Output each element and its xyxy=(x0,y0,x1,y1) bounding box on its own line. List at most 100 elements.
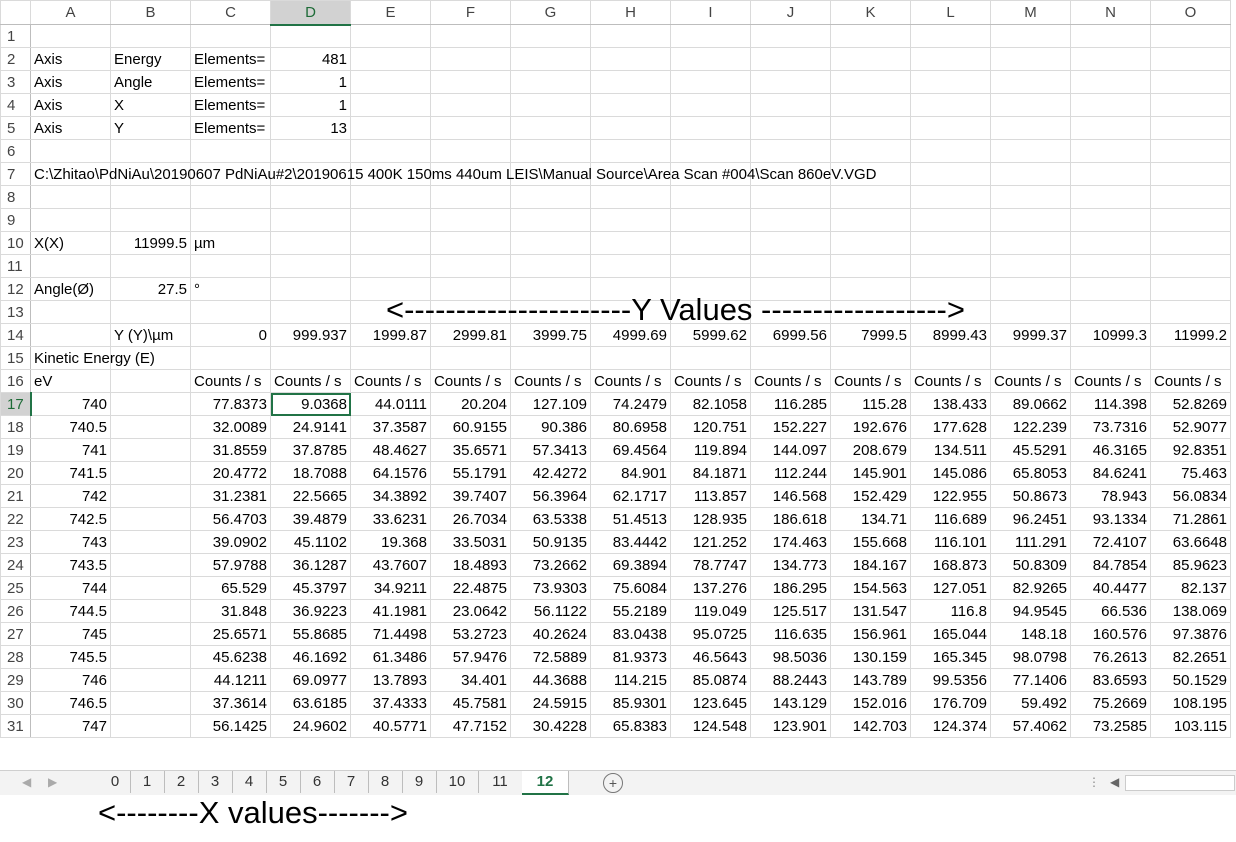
cell[interactable]: Axis xyxy=(30,70,111,94)
cell[interactable]: 83.6593 xyxy=(1070,668,1151,692)
cell[interactable] xyxy=(510,162,591,186)
cell[interactable]: 10999.3 xyxy=(1070,323,1151,347)
cell[interactable]: 3999.75 xyxy=(510,323,591,347)
cell[interactable]: 65.8383 xyxy=(590,714,671,738)
cell[interactable] xyxy=(1150,208,1231,232)
cell[interactable]: Counts / s xyxy=(910,369,991,393)
cell[interactable] xyxy=(990,254,1071,278)
cell[interactable]: 72.5889 xyxy=(510,645,591,669)
sheet-tab[interactable]: 5 xyxy=(266,771,301,793)
cell[interactable] xyxy=(750,231,831,255)
cell[interactable]: 743 xyxy=(30,530,111,554)
cell[interactable]: 73.9303 xyxy=(510,576,591,600)
cell[interactable]: 56.0834 xyxy=(1150,484,1231,508)
cell[interactable]: 741 xyxy=(30,438,111,462)
cell[interactable]: 83.4442 xyxy=(590,530,671,554)
cell[interactable]: 72.4107 xyxy=(1070,530,1151,554)
cell[interactable] xyxy=(1070,185,1151,209)
cell[interactable] xyxy=(270,346,351,370)
cell[interactable]: 37.3587 xyxy=(350,415,431,439)
cell[interactable]: 160.576 xyxy=(1070,622,1151,646)
cell[interactable]: 45.5291 xyxy=(990,438,1071,462)
cell[interactable]: Counts / s xyxy=(1150,369,1231,393)
sheet-tab[interactable]: 2 xyxy=(164,771,199,793)
cell[interactable] xyxy=(910,231,991,255)
cell[interactable] xyxy=(430,208,511,232)
cell[interactable]: 96.2451 xyxy=(990,507,1071,531)
cell[interactable]: 88.2443 xyxy=(750,668,831,692)
column-header[interactable]: G xyxy=(510,0,591,25)
sheet-tab[interactable]: 6 xyxy=(300,771,335,793)
cell[interactable] xyxy=(990,346,1071,370)
cell[interactable]: 184.167 xyxy=(830,553,911,577)
cell[interactable] xyxy=(910,254,991,278)
row-header[interactable]: 17 xyxy=(0,392,32,416)
cell[interactable]: 208.679 xyxy=(830,438,911,462)
column-header[interactable]: D xyxy=(270,0,351,26)
cell[interactable] xyxy=(1070,254,1151,278)
cell[interactable]: 98.0798 xyxy=(990,645,1071,669)
cell[interactable] xyxy=(350,346,431,370)
cell[interactable] xyxy=(590,277,671,301)
cell[interactable] xyxy=(190,254,271,278)
column-header[interactable]: L xyxy=(910,0,991,25)
cell[interactable]: 45.3797 xyxy=(270,576,351,600)
cell[interactable]: 116.8 xyxy=(910,599,991,623)
cell[interactable] xyxy=(590,139,671,163)
cell[interactable] xyxy=(670,116,751,140)
row-header[interactable]: 27 xyxy=(0,622,31,646)
cell[interactable]: 1 xyxy=(270,93,351,117)
cell[interactable] xyxy=(990,93,1071,117)
cell[interactable] xyxy=(990,231,1071,255)
cell[interactable] xyxy=(830,24,911,48)
cell[interactable] xyxy=(990,185,1071,209)
cell[interactable] xyxy=(750,93,831,117)
cell[interactable] xyxy=(110,714,191,738)
column-header[interactable]: J xyxy=(750,0,831,25)
cell[interactable] xyxy=(990,24,1071,48)
cell[interactable]: 89.0662 xyxy=(990,392,1071,416)
cell[interactable]: 30.4228 xyxy=(510,714,591,738)
cell[interactable] xyxy=(1070,93,1151,117)
cell[interactable]: 73.2585 xyxy=(1070,714,1151,738)
cell[interactable] xyxy=(1150,93,1231,117)
cell[interactable]: 33.6231 xyxy=(350,507,431,531)
cell[interactable]: 60.9155 xyxy=(430,415,511,439)
cell[interactable] xyxy=(750,139,831,163)
cell[interactable]: 52.8269 xyxy=(1150,392,1231,416)
cell[interactable]: 146.568 xyxy=(750,484,831,508)
cell[interactable]: Counts / s xyxy=(190,369,271,393)
cell[interactable]: 55.8685 xyxy=(270,622,351,646)
cell[interactable]: 108.195 xyxy=(1150,691,1231,715)
cell[interactable]: 18.4893 xyxy=(430,553,511,577)
cell[interactable] xyxy=(910,208,991,232)
cell[interactable]: 44.3688 xyxy=(510,668,591,692)
cell[interactable] xyxy=(350,231,431,255)
cell[interactable]: 999.937 xyxy=(270,323,351,347)
cell[interactable]: 23.0642 xyxy=(430,599,511,623)
cell[interactable]: 120.751 xyxy=(670,415,751,439)
cell[interactable] xyxy=(110,622,191,646)
cell[interactable]: 56.3964 xyxy=(510,484,591,508)
cell[interactable]: 20.4772 xyxy=(190,461,271,485)
cell[interactable]: Elements= xyxy=(190,93,271,117)
cell[interactable]: 61.3486 xyxy=(350,645,431,669)
cell[interactable] xyxy=(590,185,671,209)
cell[interactable]: 31.848 xyxy=(190,599,271,623)
cell[interactable] xyxy=(1150,24,1231,48)
cell[interactable]: 75.6084 xyxy=(590,576,671,600)
cell[interactable]: C:\Zhitao\PdNiAu\20190607 PdNiAu#2\20190… xyxy=(30,162,877,186)
cell[interactable]: 121.252 xyxy=(670,530,751,554)
cell[interactable] xyxy=(590,47,671,71)
cell[interactable]: 744 xyxy=(30,576,111,600)
cell[interactable]: 45.1102 xyxy=(270,530,351,554)
cell[interactable] xyxy=(910,162,991,186)
row-header[interactable]: 13 xyxy=(0,300,31,324)
cell[interactable]: 743.5 xyxy=(30,553,111,577)
cell[interactable]: 69.0977 xyxy=(270,668,351,692)
cell[interactable]: Axis xyxy=(30,47,111,71)
cell[interactable] xyxy=(1150,277,1231,301)
cell[interactable]: 124.548 xyxy=(670,714,751,738)
cell[interactable] xyxy=(350,300,431,324)
